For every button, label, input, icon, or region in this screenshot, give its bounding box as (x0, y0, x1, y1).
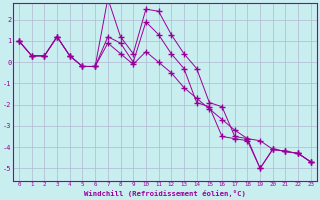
X-axis label: Windchill (Refroidissement éolien,°C): Windchill (Refroidissement éolien,°C) (84, 190, 246, 197)
